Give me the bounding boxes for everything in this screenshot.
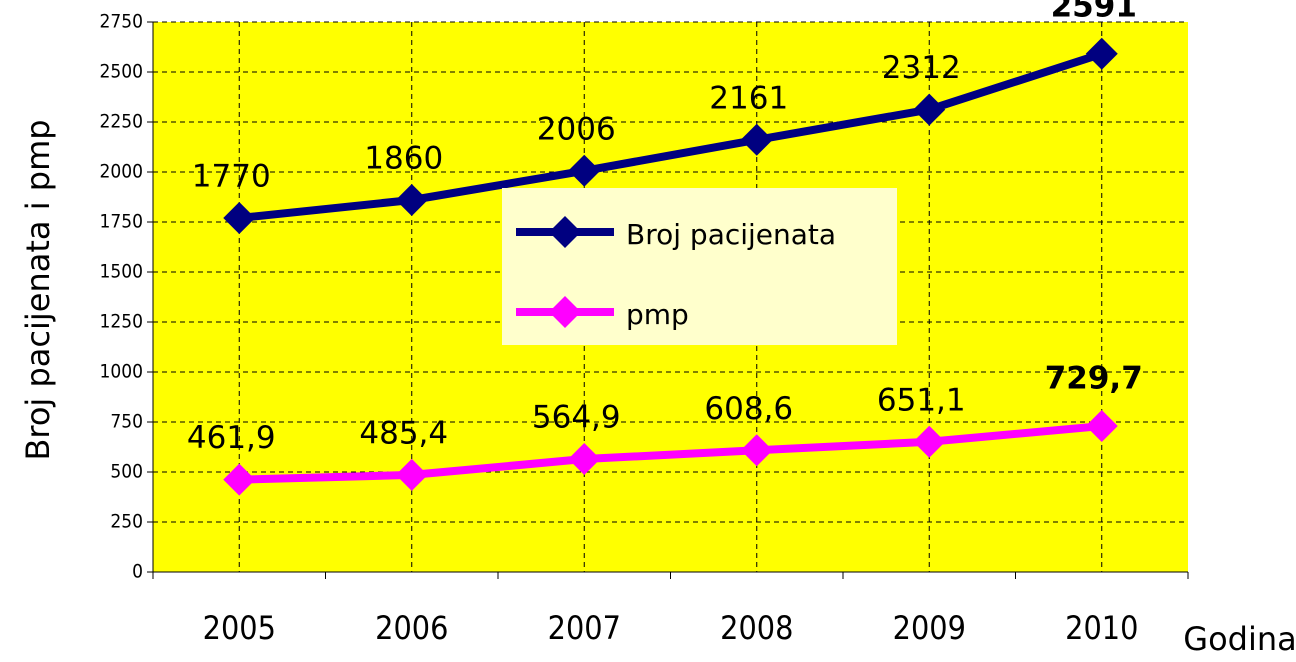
data-label: 2161 <box>709 80 788 116</box>
data-label: 2591 <box>1051 0 1137 24</box>
x-tick-label: 2006 <box>375 609 448 647</box>
x-tick-label: 2008 <box>720 609 793 647</box>
data-label: 2312 <box>882 50 961 86</box>
y-tick-label: 500 <box>110 461 143 483</box>
x-axis-title: Godina <box>1183 620 1296 658</box>
y-tick-label: 2000 <box>100 161 144 183</box>
marker <box>913 425 946 458</box>
x-tick-label: 2005 <box>203 609 276 647</box>
x-tick-label: 2007 <box>548 609 621 647</box>
legend-label: Broj pacijenata <box>626 218 836 251</box>
data-label: 729,7 <box>1045 361 1143 397</box>
y-tick-label: 250 <box>110 511 143 533</box>
marker <box>395 184 428 216</box>
y-tick-label: 1250 <box>100 311 144 333</box>
marker <box>395 458 428 491</box>
marker <box>1085 410 1118 443</box>
marker <box>740 123 773 156</box>
y-tick-label: 0 <box>132 561 143 583</box>
data-label: 461,9 <box>187 420 276 456</box>
y-tick-label: 1500 <box>100 261 144 283</box>
marker <box>568 154 601 187</box>
y-tick-label: 2750 <box>100 11 144 33</box>
y-tick-label: 1000 <box>100 361 144 383</box>
data-label: 651,1 <box>877 382 966 418</box>
legend-marker <box>549 216 581 248</box>
data-label: 564,9 <box>532 400 621 436</box>
data-label: 485,4 <box>359 415 448 451</box>
x-tick-label: 2009 <box>893 609 966 647</box>
marker <box>568 443 601 476</box>
marker <box>913 93 946 126</box>
y-tick-label: 1750 <box>100 211 144 233</box>
marker <box>1085 37 1118 70</box>
data-label: 1770 <box>192 159 271 195</box>
series-line <box>238 49 1103 222</box>
x-tick-label: 2010 <box>1065 609 1138 647</box>
legend-marker <box>549 296 581 328</box>
y-axis-title: Broj pacijenata i pmp <box>19 119 57 460</box>
series-line <box>239 422 1103 484</box>
y-tick-label: 2250 <box>100 111 144 133</box>
data-label: 2006 <box>537 111 616 147</box>
marker <box>223 202 256 234</box>
marker <box>740 434 773 467</box>
legend-label: pmp <box>626 298 689 331</box>
y-tick-label: 750 <box>110 411 143 433</box>
marker <box>223 463 256 496</box>
y-tick-label: 2500 <box>100 61 144 83</box>
data-label: 1860 <box>364 141 443 177</box>
data-label: 608,6 <box>704 391 793 427</box>
